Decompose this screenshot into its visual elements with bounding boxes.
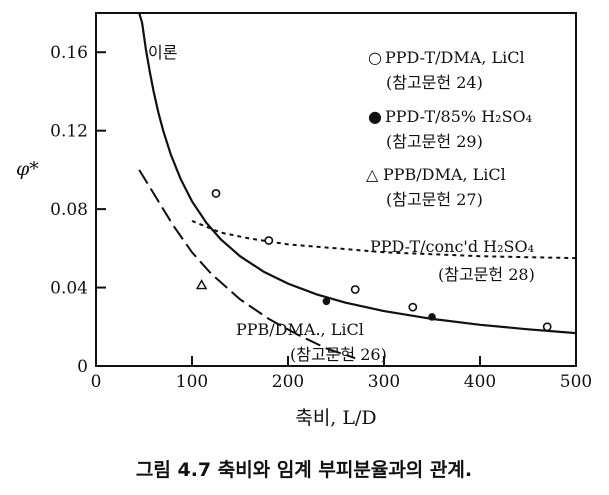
legend-ref-2: (참고문헌 29): [386, 132, 483, 151]
y-axis: 0 0.04 0.08 0.12 0.16: [50, 43, 106, 377]
legend-ref-3: (참고문헌 27): [386, 190, 483, 209]
x-tick-label: 400: [464, 372, 496, 392]
legend-marker-2: ●: [368, 107, 382, 126]
ppdt-concd-ref: (참고문헌 28): [438, 265, 535, 284]
data-points: [195, 189, 552, 332]
legend-marker-3: △: [366, 165, 379, 184]
point-open-circle: [542, 322, 552, 332]
plot-frame: [95, 12, 577, 367]
point-open-circle: [264, 236, 274, 245]
y-tick-label: 0.16: [50, 43, 88, 63]
y-axis-label: φ*: [16, 158, 39, 180]
point-filled-circle: [428, 313, 436, 321]
y-tick-label: 0: [77, 357, 88, 377]
curve-long-dash: [138, 169, 356, 360]
x-tick-label: 500: [560, 372, 592, 392]
point-open-circle: [350, 285, 360, 294]
point-open-circle: [408, 302, 418, 312]
x-tick-label: 0: [91, 372, 102, 392]
legend: ○ PPD-T/DMA, LiCl (참고문헌 24) ● PPD-T/85% …: [366, 48, 532, 209]
legend-ref-1: (참고문헌 24): [386, 73, 483, 92]
legend-label-1: PPD-T/DMA, LiCl: [385, 48, 525, 67]
legend-marker-1: ○: [368, 48, 382, 67]
point-open-circle: [211, 189, 221, 198]
figure-caption: 그림 4.7 축비와 임계 부피분율과의 관계.: [136, 459, 472, 481]
ppb-dma-ref: (참고문헌 26): [290, 345, 387, 364]
x-tick-label: 200: [272, 372, 304, 392]
ppb-dma-label: PPB/DMA., LiCl: [236, 320, 364, 339]
x-tick-label: 100: [176, 372, 208, 392]
curve-solid: [138, 12, 577, 335]
x-tick-label: 300: [368, 372, 400, 392]
legend-label-2: PPD-T/85% H₂SO₄: [385, 107, 532, 126]
legend-label-3: PPB/DMA, LiCl: [383, 165, 506, 184]
x-axis: 0 100 200 300 400 500: [91, 356, 592, 392]
x-axis-label: 축비, L/D: [295, 407, 376, 429]
theory-label: 이론: [148, 43, 177, 62]
curve-short-dash: [191, 219, 577, 260]
point-filled-circle: [322, 297, 331, 306]
y-tick-label: 0.08: [50, 200, 88, 220]
y-tick-label: 0.12: [50, 122, 88, 142]
ppdt-concd-label: PPD-T/conc'd H₂SO₄: [370, 237, 534, 256]
point-triangle: [195, 279, 208, 290]
curves: [138, 12, 577, 360]
y-tick-label: 0.04: [50, 279, 88, 299]
